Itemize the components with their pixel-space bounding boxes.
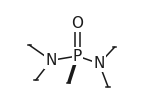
Text: N: N bbox=[45, 53, 57, 68]
Text: P: P bbox=[73, 48, 82, 64]
Text: N: N bbox=[94, 56, 105, 71]
Text: O: O bbox=[71, 16, 83, 31]
